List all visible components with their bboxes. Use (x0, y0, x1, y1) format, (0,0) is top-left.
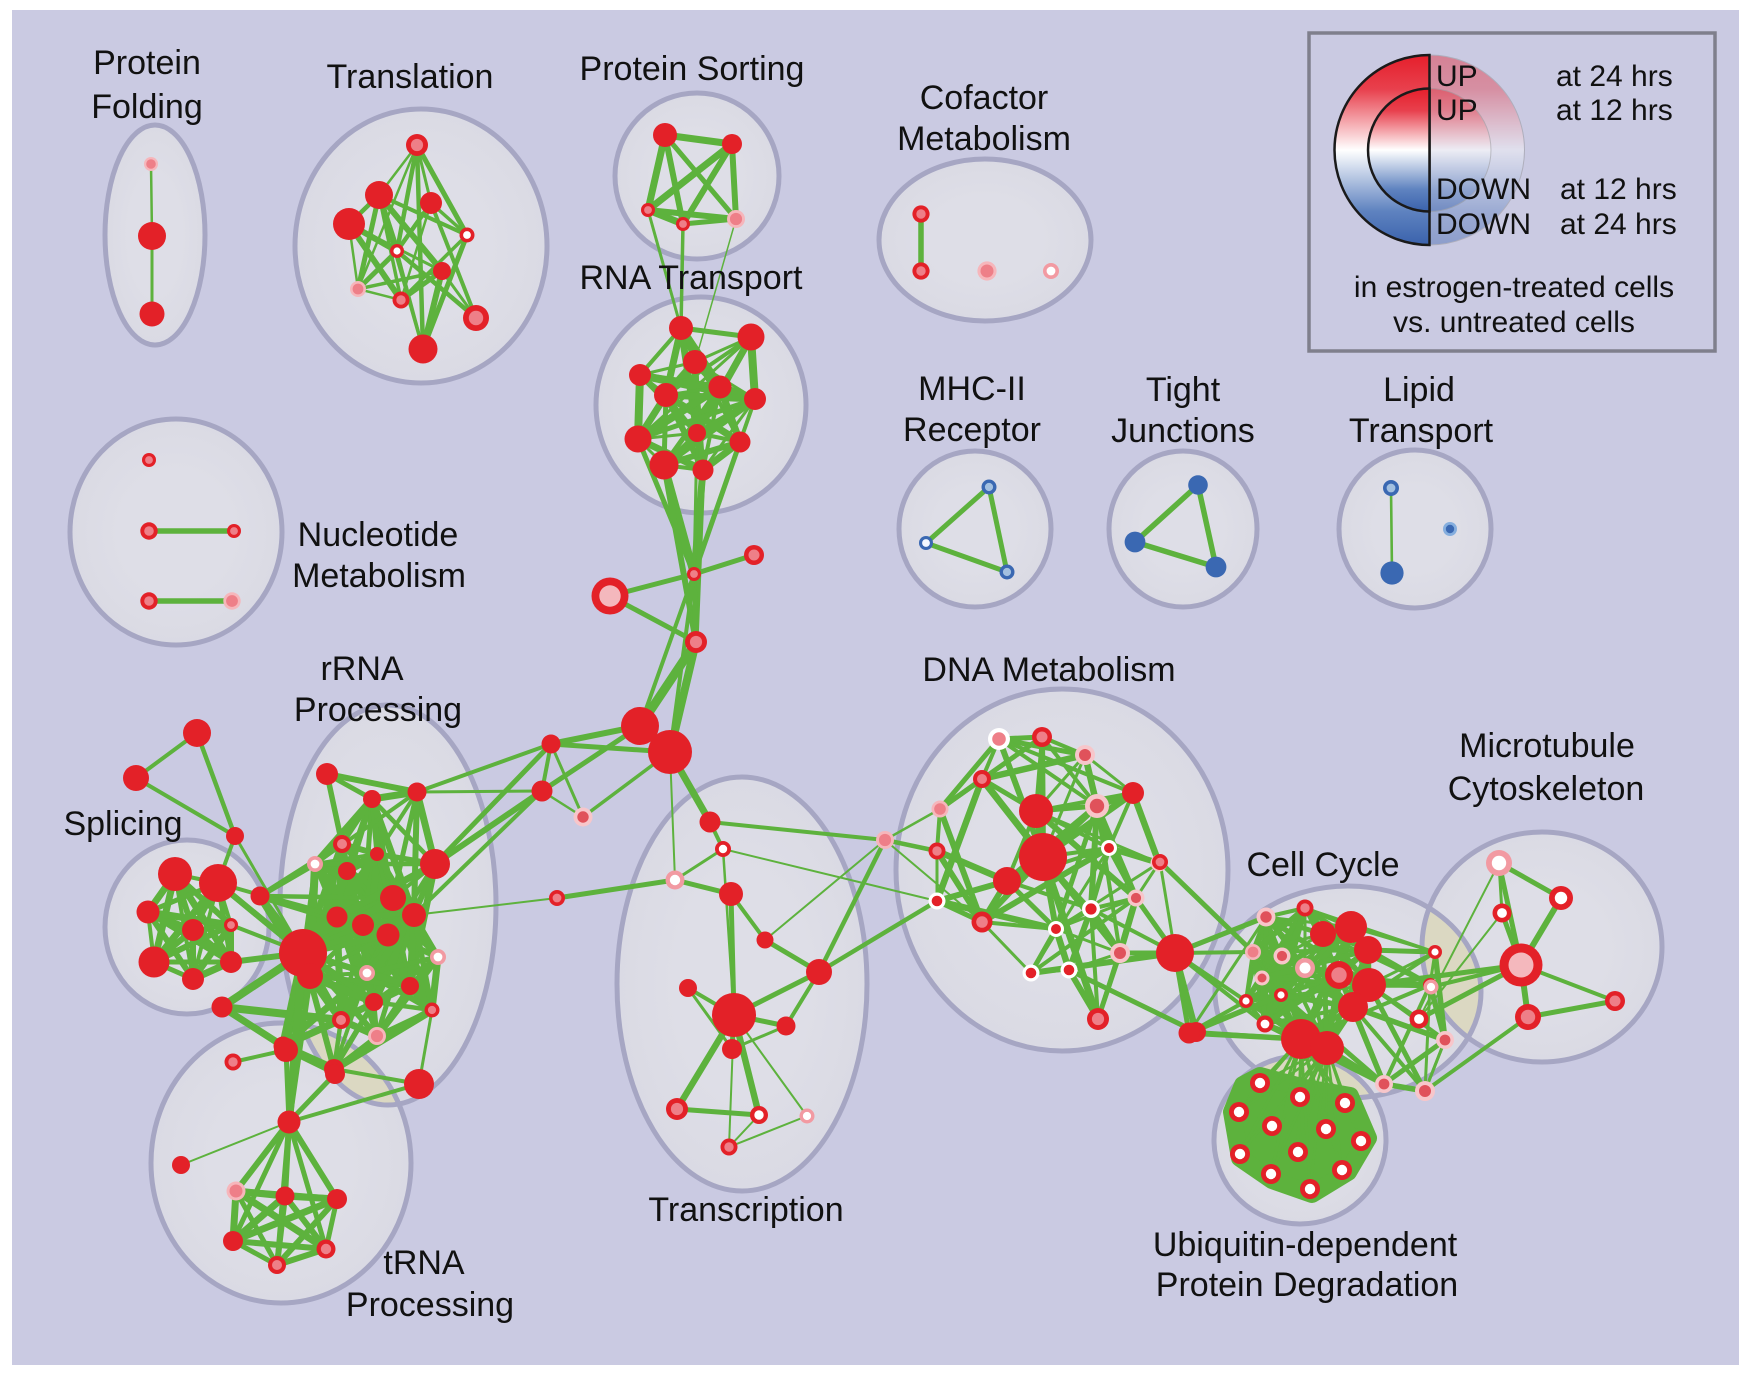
svg-text:Protein: Protein (93, 44, 201, 82)
svg-text:Receptor: Receptor (903, 411, 1041, 449)
svg-text:Protein Degradation: Protein Degradation (1156, 1266, 1458, 1304)
svg-text:DNA Metabolism: DNA Metabolism (922, 651, 1175, 689)
svg-text:at 12 hrs: at 12 hrs (1560, 173, 1677, 206)
svg-text:Junctions: Junctions (1111, 412, 1255, 450)
svg-text:Metabolism: Metabolism (292, 557, 466, 595)
svg-text:DOWN: DOWN (1436, 208, 1531, 241)
svg-text:UP: UP (1436, 94, 1478, 127)
svg-text:UP: UP (1436, 60, 1478, 93)
svg-text:Ubiquitin-dependent: Ubiquitin-dependent (1153, 1226, 1458, 1264)
svg-text:Microtubule: Microtubule (1459, 727, 1635, 765)
svg-text:Cytoskeleton: Cytoskeleton (1448, 770, 1645, 808)
svg-text:Tight: Tight (1146, 371, 1221, 409)
svg-text:at 24 hrs: at 24 hrs (1556, 60, 1673, 93)
svg-text:Processing: Processing (294, 691, 462, 729)
svg-text:Translation: Translation (327, 58, 494, 96)
svg-text:Splicing: Splicing (63, 805, 182, 843)
svg-text:RNA Transport: RNA Transport (580, 259, 804, 297)
svg-text:rRNA: rRNA (320, 650, 403, 688)
svg-text:Nucleotide: Nucleotide (298, 516, 459, 554)
svg-text:Protein Sorting: Protein Sorting (580, 50, 805, 88)
svg-text:Transport: Transport (1349, 412, 1494, 450)
svg-text:Lipid: Lipid (1383, 371, 1455, 409)
svg-text:MHC-II: MHC-II (918, 370, 1026, 408)
svg-text:Metabolism: Metabolism (897, 120, 1071, 158)
svg-text:Transcription: Transcription (648, 1191, 843, 1229)
svg-text:Cell Cycle: Cell Cycle (1246, 846, 1399, 884)
svg-text:Cofactor: Cofactor (920, 79, 1049, 117)
svg-text:Folding: Folding (91, 88, 203, 126)
svg-text:in estrogen-treated cells: in estrogen-treated cells (1354, 271, 1674, 304)
svg-text:DOWN: DOWN (1436, 173, 1531, 206)
svg-text:vs. untreated cells: vs. untreated cells (1393, 306, 1635, 339)
svg-text:at 12 hrs: at 12 hrs (1556, 94, 1673, 127)
svg-text:at 24 hrs: at 24 hrs (1560, 208, 1677, 241)
svg-text:Processing: Processing (346, 1286, 514, 1324)
svg-text:tRNA: tRNA (383, 1244, 465, 1282)
